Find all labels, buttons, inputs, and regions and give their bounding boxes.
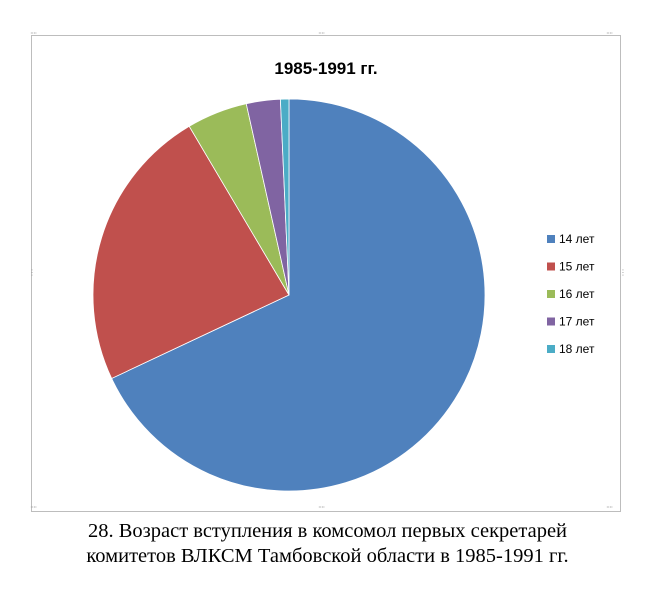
resize-handle-top-left-icon: ···· [30, 29, 37, 38]
legend-swatch-3 [547, 290, 555, 298]
legend-swatch-1 [547, 235, 555, 243]
pie-slice-2 [92, 125, 290, 379]
pie-chart: 1985-1991 гг. 14 лет 15 лет 16 лет 17 лет 18… [92, 59, 595, 492]
legend-swatch-4 [547, 317, 555, 326]
legend-label-1: 14 лет [559, 232, 595, 246]
resize-handle-bottom-right-icon: ···· [606, 503, 613, 512]
chart-title: 1985-1991 гг. [274, 59, 377, 78]
legend-label-5: 18 лет [559, 342, 595, 356]
legend-label-4: 17 лет [559, 315, 595, 329]
chart-legend: 14 лет 15 лет 16 лет 17 лет 18 лет [547, 232, 595, 356]
resize-handle-left-icon: ⋮ [28, 268, 36, 277]
resize-handle-top-right-icon: ···· [606, 29, 613, 38]
pie-slices [92, 98, 486, 492]
legend-label-2: 15 лет [559, 260, 595, 274]
chart-frame: ···· ···· ···· ⋮ ⋮ ···· ···· ···· 1985-1… [28, 29, 627, 512]
resize-handle-bottom-left-icon: ···· [30, 503, 37, 512]
resize-handle-bottom-icon: ···· [318, 503, 325, 512]
pie-slice-5 [279, 98, 290, 296]
caption-line-2: комитетов ВЛКСМ Тамбовской области в 198… [86, 545, 569, 567]
legend-swatch-5 [547, 345, 555, 353]
figure-caption: 28. Возраст вступления в комсомол первых… [0, 519, 655, 569]
caption-line-1: 28. Возраст вступления в комсомол первых… [87, 520, 568, 542]
legend-label-3: 16 лет [559, 287, 595, 301]
resize-handle-right-icon: ⋮ [619, 268, 627, 277]
pie-slice-1 [111, 98, 486, 492]
legend-swatch-2 [547, 262, 555, 271]
resize-handle-top-icon: ···· [318, 29, 325, 38]
